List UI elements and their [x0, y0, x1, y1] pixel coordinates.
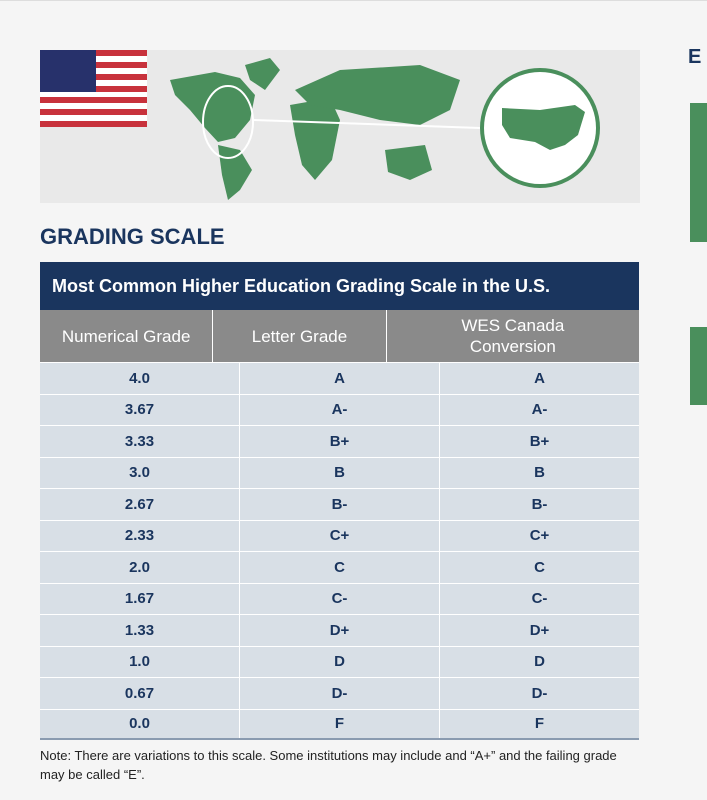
wes-conversion-cell: C- — [439, 583, 639, 614]
table-row: 2.67 B- B- — [40, 488, 639, 520]
letter-grade-cell: D — [239, 646, 439, 677]
wes-conversion-cell: B+ — [439, 426, 639, 457]
numerical-grade-cell: 1.33 — [124, 621, 155, 639]
table-row: 4.0 A A — [40, 362, 639, 394]
wes-conversion-cell: B — [439, 457, 639, 488]
column-header-letter: Letter Grade — [212, 310, 385, 362]
letter-grade-cell: D+ — [239, 615, 439, 646]
table-row: 3.33 B+ B+ — [40, 425, 639, 457]
letter-grade-cell: D- — [239, 678, 439, 709]
table-row: 3.0 B B — [40, 456, 639, 488]
numerical-grade-cell: 2.67 — [124, 495, 155, 513]
letter-grade-cell: B- — [239, 489, 439, 520]
table-header: Numerical Grade Letter Grade WES Canada … — [40, 310, 639, 362]
usa-map-icon — [502, 105, 585, 150]
letter-grade-cell: A- — [239, 394, 439, 425]
wes-conversion-cell: F — [439, 709, 639, 738]
numerical-grade-cell: 4.0 — [129, 369, 150, 387]
table-row: 0.67 D- D- — [40, 677, 639, 709]
column-header-wes: WES Canada Conversion — [385, 310, 639, 362]
numerical-grade-cell: 2.33 — [124, 527, 155, 545]
wes-conversion-cell: D- — [439, 678, 639, 709]
letter-grade-cell: B — [239, 457, 439, 488]
table-row: 2.33 C+ C+ — [40, 519, 639, 551]
side-heading: E — [688, 46, 702, 68]
grading-scale-table: Most Common Higher Education Grading Sca… — [40, 262, 639, 740]
wes-conversion-cell: B- — [439, 489, 639, 520]
letter-grade-cell: B+ — [239, 426, 439, 457]
section-heading: GRADING SCALE — [40, 224, 225, 249]
world-map-icon — [170, 58, 460, 200]
table-title: Most Common Higher Education Grading Sca… — [40, 262, 639, 310]
wes-conversion-cell: D — [439, 646, 639, 677]
table-row: 3.67 A- A- — [40, 393, 639, 425]
table-row: 0.0 F F — [40, 708, 639, 740]
letter-grade-cell: F — [239, 709, 439, 738]
wes-conversion-cell: C — [439, 552, 639, 583]
letter-grade-cell: C+ — [239, 520, 439, 551]
letter-grade-cell: C — [239, 552, 439, 583]
table-row: 1.0 D D — [40, 645, 639, 677]
numerical-grade-cell: 0.67 — [124, 684, 155, 702]
map-banner — [40, 50, 640, 203]
table-row: 1.67 C- C- — [40, 582, 639, 614]
world-map-illustration — [170, 58, 600, 200]
top-divider — [0, 0, 707, 1]
numerical-grade-cell: 3.33 — [124, 432, 155, 450]
us-flag-icon — [40, 50, 147, 127]
numerical-grade-cell: 3.67 — [124, 401, 155, 419]
numerical-grade-cell: 1.0 — [129, 653, 150, 671]
table-row: 1.33 D+ D+ — [40, 614, 639, 646]
letter-grade-cell: C- — [239, 583, 439, 614]
side-green-panel — [690, 327, 707, 405]
numerical-grade-cell: 3.0 — [129, 464, 150, 482]
numerical-grade-cell: 0.0 — [129, 715, 150, 733]
wes-conversion-cell: A — [439, 363, 639, 394]
numerical-grade-cell: 2.0 — [129, 558, 150, 576]
wes-conversion-cell: D+ — [439, 615, 639, 646]
side-green-panel — [690, 103, 707, 242]
wes-conversion-cell: A- — [439, 394, 639, 425]
wes-conversion-cell: C+ — [439, 520, 639, 551]
letter-grade-cell: A — [239, 363, 439, 394]
table-row: 2.0 C C — [40, 551, 639, 583]
footnote: Note: There are variations to this scale… — [40, 748, 617, 782]
table-body: 4.0 A A 3.67 A- A- 3.33 B+ B+ 3.0 B B 2.67 B- B- 2.33 C+… — [40, 362, 639, 740]
numerical-grade-cell: 1.67 — [124, 590, 155, 608]
column-header-numerical: Numerical Grade — [61, 326, 191, 346]
